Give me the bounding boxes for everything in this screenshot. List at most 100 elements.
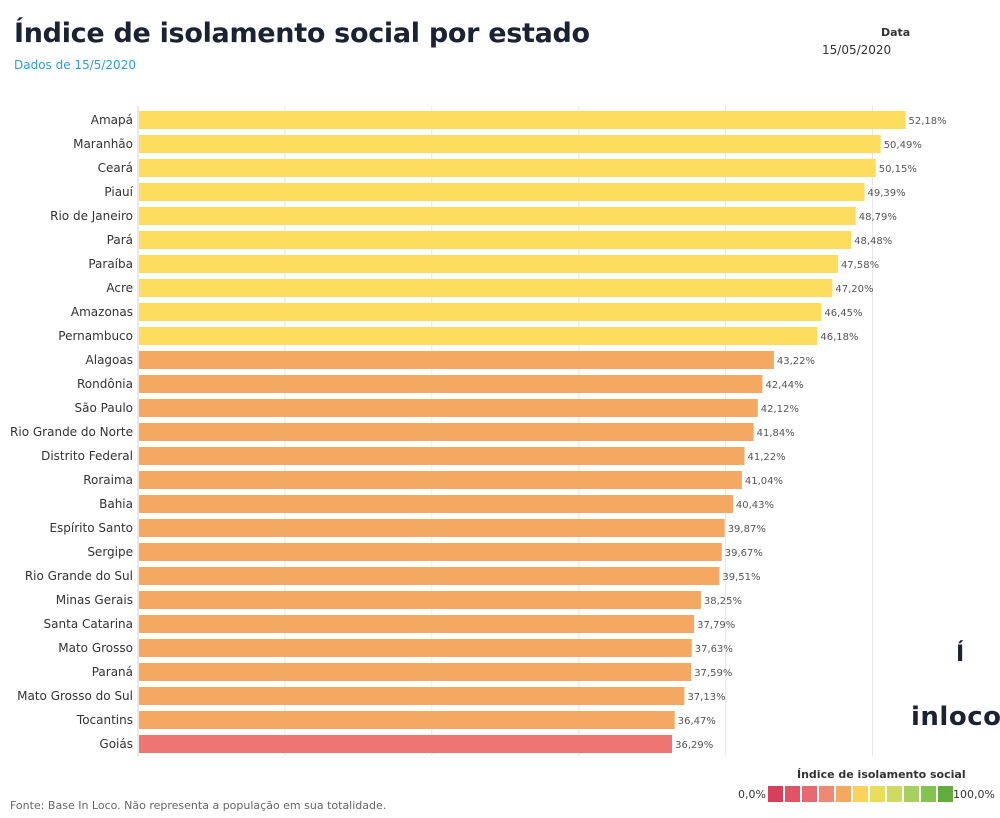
date-filter-value[interactable]: 15/05/2020 — [822, 43, 892, 57]
date-filter-label: Data — [881, 26, 911, 39]
category-label: Paraíba — [88, 257, 133, 271]
legend-swatch — [785, 786, 800, 802]
data-label: 41,22% — [748, 452, 786, 463]
data-label: 41,84% — [757, 428, 795, 439]
data-label: 43,22% — [777, 356, 815, 367]
category-label: Rio Grande do Sul — [25, 569, 133, 583]
legend-swatch — [904, 786, 919, 802]
category-label: Rio Grande do Norte — [10, 425, 133, 439]
bar — [139, 351, 774, 369]
bar — [139, 255, 838, 273]
bar — [139, 591, 701, 609]
page-title: Índice de isolamento social por estado — [14, 18, 590, 49]
bar — [139, 375, 763, 393]
data-label: 49,39% — [868, 188, 906, 199]
page-subtitle: Dados de 15/5/2020 — [14, 58, 136, 72]
data-label: 46,18% — [820, 332, 858, 343]
source-note: Fonte: Base In Loco. Não representa a po… — [10, 799, 387, 812]
category-label: Santa Catarina — [44, 617, 133, 631]
category-label: Bahia — [99, 497, 133, 511]
category-label: Minas Gerais — [56, 593, 133, 607]
legend-swatch — [870, 786, 885, 802]
category-label: Mato Grosso do Sul — [17, 689, 133, 703]
data-label: 41,04% — [745, 476, 783, 487]
category-label: Maranhão — [73, 137, 133, 151]
data-label: 42,12% — [761, 404, 799, 415]
bar — [139, 519, 725, 537]
data-label: 50,15% — [879, 164, 917, 175]
bar — [139, 327, 818, 345]
data-label: 36,47% — [678, 716, 716, 727]
bar — [139, 135, 881, 153]
legend-swatch — [768, 786, 783, 802]
data-label: 37,63% — [695, 644, 733, 655]
category-label: Roraima — [83, 473, 133, 487]
category-label: São Paulo — [75, 401, 133, 415]
bar — [139, 735, 673, 753]
bar — [139, 279, 833, 297]
category-label: Amapá — [91, 113, 133, 127]
category-label: Alagoas — [86, 353, 133, 367]
category-label: Distrito Federal — [41, 449, 133, 463]
legend-min-label: 0,0% — [738, 788, 766, 801]
category-label: Tocantins — [76, 713, 133, 727]
category-label: Mato Grosso — [58, 641, 133, 655]
brand-glyph: Í — [956, 642, 965, 667]
category-label: Rondônia — [77, 377, 133, 391]
category-label: Acre — [106, 281, 133, 295]
bar — [139, 231, 852, 249]
data-label: 36,29% — [675, 740, 713, 751]
bar — [139, 207, 856, 225]
bar — [139, 111, 906, 129]
bar — [139, 183, 865, 201]
legend-max-label: 100,0% — [953, 788, 995, 801]
inloco-logo: inloco — [911, 702, 1000, 732]
bar — [139, 711, 675, 729]
data-label: 39,51% — [722, 572, 760, 583]
legend-swatch — [887, 786, 902, 802]
data-label: 37,79% — [697, 620, 735, 631]
category-label: Pará — [107, 233, 133, 247]
legend-swatch — [853, 786, 868, 802]
data-label: 42,44% — [765, 380, 803, 391]
legend-swatch — [938, 786, 953, 802]
category-label: Goiás — [99, 737, 133, 751]
data-label: 39,67% — [725, 548, 763, 559]
data-label: 50,49% — [884, 140, 922, 151]
bar — [139, 639, 692, 657]
category-label: Paraná — [92, 665, 133, 679]
bar — [139, 567, 720, 585]
category-label: Ceará — [98, 161, 133, 175]
data-label: 48,79% — [859, 212, 897, 223]
data-label: 39,87% — [728, 524, 766, 535]
category-label: Amazonas — [71, 305, 133, 319]
data-label: 38,25% — [704, 596, 742, 607]
bar — [139, 303, 822, 321]
data-label: 47,58% — [841, 260, 879, 271]
legend-swatch — [921, 786, 936, 802]
data-label: 48,48% — [854, 236, 892, 247]
category-label: Sergipe — [87, 545, 133, 559]
bar — [139, 663, 692, 681]
legend-title: Índice de isolamento social — [797, 768, 966, 781]
bar — [139, 615, 695, 633]
data-label: 40,43% — [736, 500, 774, 511]
bar — [139, 447, 745, 465]
bar — [139, 399, 758, 417]
legend-swatch — [819, 786, 834, 802]
legend-swatch — [802, 786, 817, 802]
bar — [139, 423, 754, 441]
legend-swatch — [836, 786, 851, 802]
category-label: Pernambuco — [58, 329, 133, 343]
color-legend — [768, 786, 953, 802]
bar — [139, 159, 876, 177]
data-label: 46,45% — [824, 308, 862, 319]
bar — [139, 495, 733, 513]
data-label: 47,20% — [835, 284, 873, 295]
date-filter[interactable]: Data 15/05/2020 — [822, 26, 942, 60]
category-label: Espírito Santo — [49, 521, 133, 535]
category-label: Piauí — [104, 185, 133, 199]
data-label: 37,13% — [687, 692, 725, 703]
bar — [139, 687, 685, 705]
